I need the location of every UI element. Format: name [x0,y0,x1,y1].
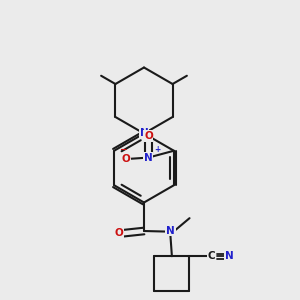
Text: N: N [144,153,153,163]
Text: N: N [224,251,233,261]
Text: O: O [144,131,153,141]
Text: −: − [119,145,127,154]
Text: N: N [166,226,175,236]
Text: +: + [154,145,160,154]
Text: N: N [140,128,148,139]
Text: C: C [208,251,216,261]
Text: O: O [122,154,130,164]
Text: O: O [115,228,124,239]
